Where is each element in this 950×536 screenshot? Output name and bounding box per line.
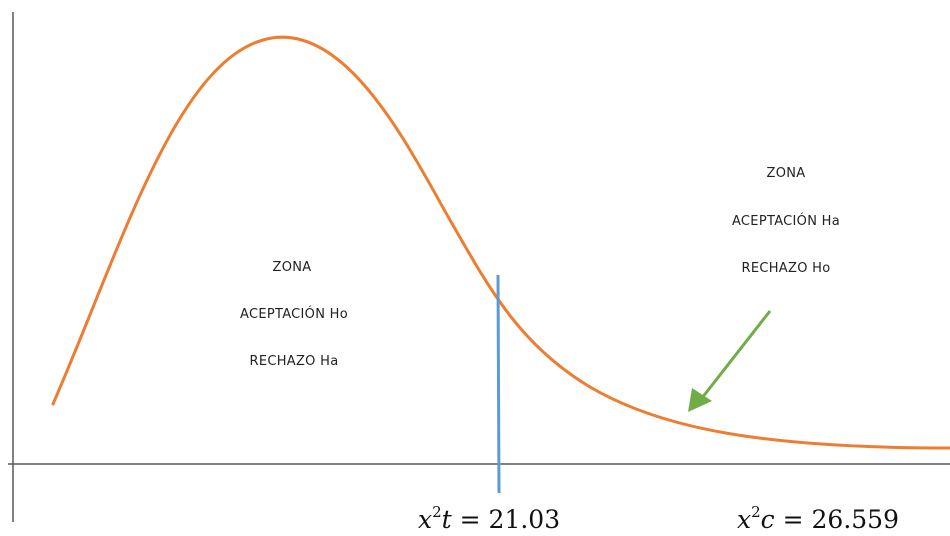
critical-value-label: x2t = 21.03 (418, 503, 560, 534)
zone-left-line3: RECHAZO Ha (249, 354, 338, 369)
zone-right-line2: ACEPTACIÓN Ha (732, 213, 840, 229)
calc-sub: c (761, 505, 775, 534)
zone-right-label: ZONA ACEPTACIÓN Ha RECHAZO Ho (732, 166, 840, 276)
arrow-shaft (700, 310, 772, 399)
zone-right-line3: RECHAZO Ho (742, 261, 831, 276)
critical-value-line (496, 274, 501, 494)
zone-left-line2: ACEPTACIÓN Ho (240, 306, 348, 322)
calc-exp: 2 (751, 503, 761, 521)
critical-var: x (418, 505, 432, 534)
calc-var: x (737, 505, 751, 534)
zone-left-label: ZONA ACEPTACIÓN Ho RECHAZO Ha (240, 260, 348, 369)
zone-right-line1: ZONA (767, 166, 806, 181)
calc-eq: = (775, 505, 812, 534)
calc-value: 26.559 (812, 505, 899, 534)
critical-eq: = (452, 505, 489, 534)
zone-left-line1: ZONA (273, 260, 312, 275)
critical-exp: 2 (432, 503, 442, 521)
distribution-curve (51, 35, 950, 450)
arrow-head (688, 388, 712, 412)
critical-value: 21.03 (489, 505, 561, 534)
calculated-value-label: x2c = 26.559 (737, 503, 899, 534)
critical-sub: t (442, 505, 453, 534)
